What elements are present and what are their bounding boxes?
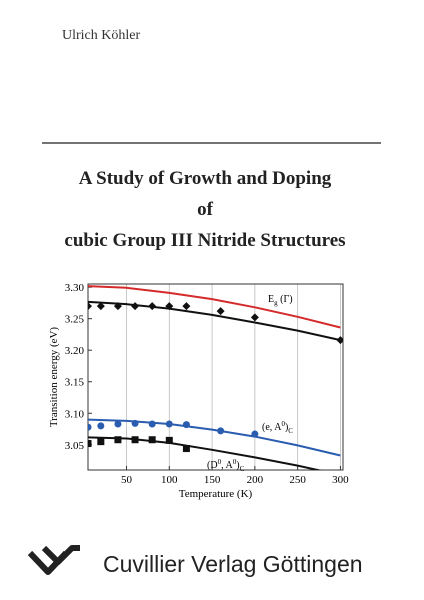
chart: 50 100 150 200 250 300 3.05 3.10 3.15 3.20 3.25 3.3… xyxy=(48,282,349,500)
square-point xyxy=(114,436,122,444)
annotation-part: g xyxy=(274,299,278,307)
annotation-part: ) xyxy=(285,422,288,433)
annotation-part: (D xyxy=(207,460,218,471)
circle-point xyxy=(97,422,105,430)
annotation-part: ) xyxy=(236,460,239,471)
y-tick-label: 3.25 xyxy=(65,314,85,326)
curve xyxy=(88,436,323,470)
y-tick-label: 3.30 xyxy=(65,282,85,294)
x-tick-label: 100 xyxy=(161,474,178,486)
annotation-part: E xyxy=(268,294,274,305)
square-point xyxy=(165,436,173,444)
x-tick-label: 250 xyxy=(289,474,306,486)
circle-point xyxy=(251,430,259,438)
y-axis-label: Transition energy (eV) xyxy=(48,327,60,428)
x-tick-label: 150 xyxy=(204,474,221,486)
circle-point xyxy=(88,423,92,431)
annotation-part: 0 xyxy=(233,458,237,466)
annotation: (e, A0)C xyxy=(262,420,293,435)
curve xyxy=(88,300,341,342)
annotation: Eg (Γ) xyxy=(268,294,293,307)
publisher: Cuvillier Verlag Göttingen xyxy=(103,551,363,577)
annotation-part: C xyxy=(288,427,293,435)
square-point xyxy=(88,440,92,448)
curve xyxy=(88,418,341,457)
author: Ulrich Köhler xyxy=(62,28,140,43)
plot-frame xyxy=(87,283,344,471)
diamond-point xyxy=(182,302,191,311)
circle-point xyxy=(131,419,139,427)
curve xyxy=(88,285,341,329)
circle-point xyxy=(182,421,190,429)
square-point xyxy=(97,438,105,446)
square-point xyxy=(148,436,156,444)
diamond-point xyxy=(148,302,157,311)
publisher-logo xyxy=(27,545,80,575)
diamond-point xyxy=(88,302,92,311)
square-point xyxy=(131,436,139,444)
circle-point xyxy=(114,420,122,428)
y-tick-label: 3.05 xyxy=(65,440,85,452)
title-line: A Study of Growth and Doping xyxy=(79,168,332,189)
diamond-point xyxy=(113,302,122,311)
diamond-point xyxy=(96,302,105,311)
y-tick-label: 3.20 xyxy=(65,345,85,357)
x-tick-label: 200 xyxy=(247,474,264,486)
annotation-part: , A xyxy=(221,460,233,471)
plot-area xyxy=(88,285,343,470)
annotation-part: 0 xyxy=(218,458,222,466)
circle-point xyxy=(165,420,173,428)
x-tick-label: 50 xyxy=(121,474,133,486)
annotation-part: (Γ) xyxy=(278,294,293,305)
circle-point xyxy=(148,420,156,428)
x-tick-label: 300 xyxy=(332,474,349,486)
x-axis-label: Temperature (K) xyxy=(179,488,253,500)
annotation-part: (e, A xyxy=(262,422,282,433)
y-tick-label: 3.10 xyxy=(65,408,85,420)
annotation-part: C xyxy=(240,465,245,473)
diamond-point xyxy=(216,307,225,316)
annotation-part: 0 xyxy=(281,420,285,428)
diamond-point xyxy=(131,302,140,311)
circle-point xyxy=(217,427,225,435)
y-tick-label: 3.15 xyxy=(65,377,85,389)
diamond-point xyxy=(250,313,259,322)
diamond-point xyxy=(165,302,174,311)
title-line: of xyxy=(197,199,214,220)
annotation: (D0, A0)C xyxy=(207,458,245,473)
title-line: cubic Group III Nitride Structures xyxy=(64,230,345,251)
diamond-point xyxy=(336,336,343,345)
square-point xyxy=(182,445,190,453)
